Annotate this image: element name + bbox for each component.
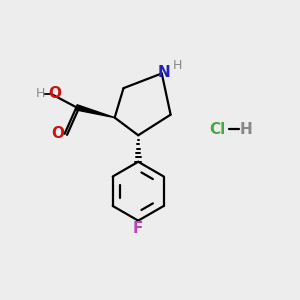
- Polygon shape: [76, 105, 115, 118]
- Text: N: N: [158, 65, 170, 80]
- Text: H: H: [172, 59, 182, 72]
- Text: O: O: [52, 126, 64, 141]
- Text: O: O: [48, 86, 62, 101]
- Text: F: F: [133, 221, 143, 236]
- Text: H: H: [35, 87, 45, 100]
- Text: H: H: [239, 122, 252, 137]
- Text: Cl: Cl: [210, 122, 226, 137]
